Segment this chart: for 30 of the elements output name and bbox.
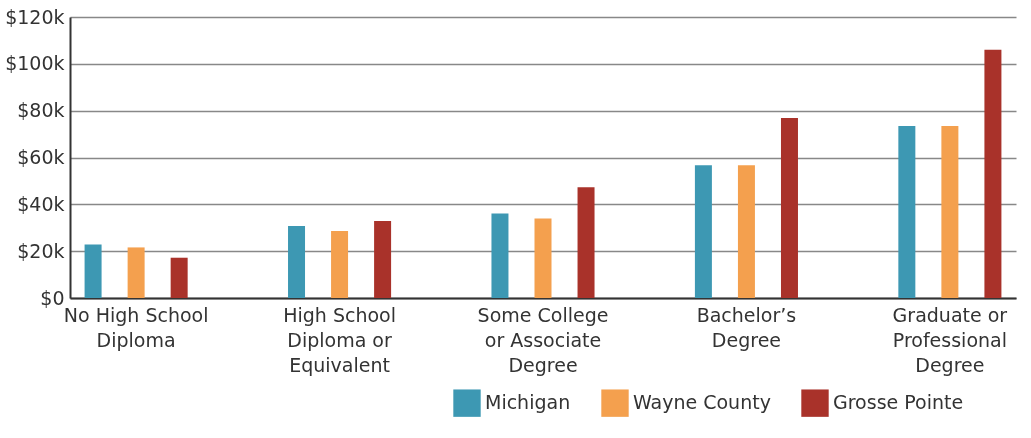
bar bbox=[694, 165, 712, 298]
y-tick-label: $0 bbox=[40, 286, 65, 309]
x-tick-label: Graduate or Professional Degree bbox=[892, 303, 1008, 376]
bar bbox=[898, 126, 916, 298]
y-tick-label: $100k bbox=[5, 52, 65, 75]
x-tick-label: No High School Diploma bbox=[63, 303, 209, 351]
bar bbox=[577, 187, 595, 298]
legend-label: Wayne County bbox=[633, 391, 771, 414]
bar bbox=[374, 220, 392, 298]
x-tick-label: Bachelor’s Degree bbox=[696, 303, 797, 351]
bar bbox=[84, 244, 102, 298]
y-tick-label: $80k bbox=[17, 99, 65, 122]
bar bbox=[331, 231, 349, 298]
y-tick-label: $60k bbox=[17, 146, 65, 168]
legend-label: Grosse Pointe bbox=[833, 391, 964, 414]
y-tick-label: $120k bbox=[5, 5, 65, 28]
bar bbox=[170, 257, 188, 298]
bar bbox=[534, 218, 552, 298]
y-tick-label: $20k bbox=[17, 239, 65, 262]
bar bbox=[737, 165, 755, 298]
bar bbox=[941, 126, 959, 298]
bar bbox=[491, 213, 509, 298]
bar bbox=[288, 226, 306, 298]
x-tick-label: Some College or Associate Degree bbox=[477, 303, 609, 376]
bar bbox=[984, 49, 1002, 298]
legend-label: Michigan bbox=[485, 391, 571, 414]
y-tick-label: $40k bbox=[17, 192, 65, 215]
bar bbox=[127, 247, 145, 298]
bar bbox=[780, 117, 798, 298]
x-tick-label: High School Diploma or Equivalent bbox=[283, 303, 396, 376]
